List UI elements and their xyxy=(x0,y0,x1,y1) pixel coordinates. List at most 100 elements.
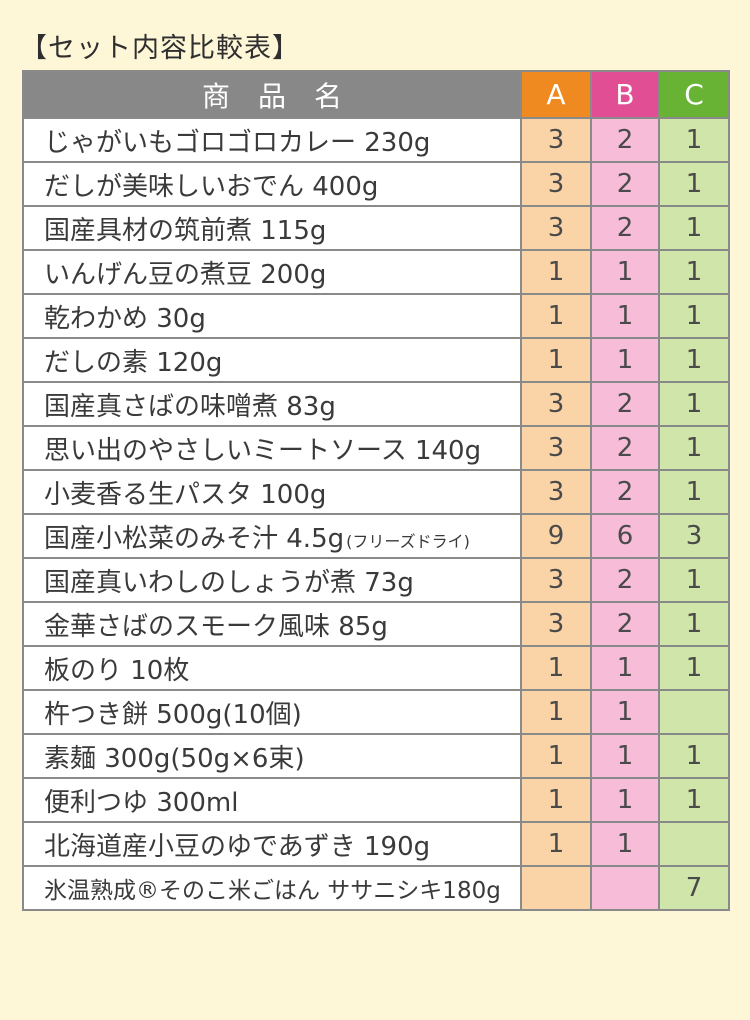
qty-b-cell: 2 xyxy=(590,161,660,207)
comparison-table: 商品名 A B C じゃがいもゴロゴロカレー 230g 3 2 1 だしが美味しいおでん… xyxy=(22,70,730,911)
qty-a-cell: 3 xyxy=(520,205,592,251)
table-row: 北海道産小豆のゆであずき 190g 1 1 xyxy=(22,821,730,867)
table-row: だしの素 120g 1 1 1 xyxy=(22,337,730,383)
qty-b-cell: 2 xyxy=(590,557,660,603)
product-name: 素麺 300g(50g×6束) xyxy=(44,743,305,774)
qty-b-cell: 1 xyxy=(590,249,660,295)
qty-b-cell: 2 xyxy=(590,601,660,647)
table-row: 素麺 300g(50g×6束) 1 1 1 xyxy=(22,733,730,779)
product-name-cell: 板のり 10枚 xyxy=(22,645,522,691)
qty-a-cell: 3 xyxy=(520,381,592,427)
qty-b-cell: 2 xyxy=(590,425,660,471)
qty-b-cell: 1 xyxy=(590,733,660,779)
table-row: だしが美味しいおでん 400g 3 2 1 xyxy=(22,161,730,207)
qty-a-cell: 3 xyxy=(520,557,592,603)
product-name: 乾わかめ 30g xyxy=(44,303,206,334)
qty-b-cell: 2 xyxy=(590,381,660,427)
qty-a-cell: 1 xyxy=(520,689,592,735)
page-title: 【セット内容比較表】 xyxy=(20,33,300,64)
table-row: 国産真さばの味噌煮 83g 3 2 1 xyxy=(22,381,730,427)
qty-c-cell: 1 xyxy=(658,293,730,339)
qty-b-cell: 1 xyxy=(590,689,660,735)
table-row: いんげん豆の煮豆 200g 1 1 1 xyxy=(22,249,730,295)
qty-c-cell: 1 xyxy=(658,601,730,647)
table-row: じゃがいもゴロゴロカレー 230g 3 2 1 xyxy=(22,117,730,163)
product-name: 小麦香る生パスタ 100g xyxy=(44,479,327,510)
product-name: 便利つゆ 300ml xyxy=(44,787,239,818)
qty-c-cell: 1 xyxy=(658,425,730,471)
qty-a-cell: 1 xyxy=(520,777,592,823)
product-name: 国産真いわしのしょうが煮 73g xyxy=(44,567,414,598)
table-row: 氷温熟成®そのこ米ごはん ササニシキ180g 7 xyxy=(22,865,730,911)
qty-b-cell: 1 xyxy=(590,293,660,339)
product-name-cell: 小麦香る生パスタ 100g xyxy=(22,469,522,515)
qty-c-cell: 1 xyxy=(658,381,730,427)
product-name-cell: 国産具材の筑前煮 115g xyxy=(22,205,522,251)
qty-c-cell: 1 xyxy=(658,645,730,691)
product-name-cell: じゃがいもゴロゴロカレー 230g xyxy=(22,117,522,163)
table-row: 便利つゆ 300ml 1 1 1 xyxy=(22,777,730,823)
qty-a-cell: 1 xyxy=(520,645,592,691)
qty-a-cell: 9 xyxy=(520,513,592,559)
qty-a-cell xyxy=(520,865,592,911)
product-name-cell: だしが美味しいおでん 400g xyxy=(22,161,522,207)
header-set-c: C xyxy=(658,70,730,119)
qty-c-cell: 1 xyxy=(658,249,730,295)
product-name: 杵つき餅 500g(10個) xyxy=(44,699,302,730)
product-name-cell: 思い出のやさしいミートソース 140g xyxy=(22,425,522,471)
qty-a-cell: 3 xyxy=(520,425,592,471)
header-set-b: B xyxy=(590,70,660,119)
qty-b-cell: 2 xyxy=(590,117,660,163)
qty-a-cell: 1 xyxy=(520,293,592,339)
qty-c-cell: 1 xyxy=(658,117,730,163)
product-note: (フリーズドライ) xyxy=(346,531,470,551)
qty-c-cell xyxy=(658,821,730,867)
table-row: 思い出のやさしいミートソース 140g 3 2 1 xyxy=(22,425,730,471)
product-name-cell: 国産小松菜のみそ汁 4.5g (フリーズドライ) xyxy=(22,513,522,559)
product-name: だしの素 120g xyxy=(44,347,223,378)
qty-a-cell: 1 xyxy=(520,733,592,779)
product-name-cell: 国産真いわしのしょうが煮 73g xyxy=(22,557,522,603)
qty-c-cell xyxy=(658,689,730,735)
product-name: だしが美味しいおでん 400g xyxy=(44,171,379,202)
header-row: 商品名 A B C xyxy=(22,70,730,119)
qty-c-cell: 1 xyxy=(658,733,730,779)
qty-a-cell: 1 xyxy=(520,337,592,383)
qty-b-cell: 1 xyxy=(590,337,660,383)
qty-a-cell: 3 xyxy=(520,469,592,515)
product-name: 氷温熟成®そのこ米ごはん ササニシキ180g xyxy=(44,878,501,904)
product-name: じゃがいもゴロゴロカレー 230g xyxy=(44,127,431,158)
product-name: 国産真さばの味噌煮 83g xyxy=(44,391,336,422)
qty-b-cell: 6 xyxy=(590,513,660,559)
table-row: 国産小松菜のみそ汁 4.5g (フリーズドライ) 9 6 3 xyxy=(22,513,730,559)
product-name-cell: いんげん豆の煮豆 200g xyxy=(22,249,522,295)
table-row: 小麦香る生パスタ 100g 3 2 1 xyxy=(22,469,730,515)
product-name-cell: 杵つき餅 500g(10個) xyxy=(22,689,522,735)
qty-a-cell: 1 xyxy=(520,249,592,295)
product-name: 思い出のやさしいミートソース 140g xyxy=(44,435,482,466)
table-row: 板のり 10枚 1 1 1 xyxy=(22,645,730,691)
qty-c-cell: 1 xyxy=(658,205,730,251)
product-name-cell: 北海道産小豆のゆであずき 190g xyxy=(22,821,522,867)
product-name: 北海道産小豆のゆであずき 190g xyxy=(44,831,431,862)
table-row: 杵つき餅 500g(10個) 1 1 xyxy=(22,689,730,735)
table-row: 金華さばのスモーク風味 85g 3 2 1 xyxy=(22,601,730,647)
qty-c-cell: 1 xyxy=(658,337,730,383)
product-name: いんげん豆の煮豆 200g xyxy=(44,259,327,290)
product-name-cell: 金華さばのスモーク風味 85g xyxy=(22,601,522,647)
table-row: 乾わかめ 30g 1 1 1 xyxy=(22,293,730,339)
qty-c-cell: 1 xyxy=(658,161,730,207)
product-name: 板のり 10枚 xyxy=(44,655,190,686)
header-product-name: 商品名 xyxy=(22,70,522,119)
product-name: 国産具材の筑前煮 115g xyxy=(44,215,327,246)
table-body: じゃがいもゴロゴロカレー 230g 3 2 1 だしが美味しいおでん 400g 3 2 1 国産… xyxy=(22,117,730,911)
qty-c-cell: 1 xyxy=(658,777,730,823)
qty-c-cell: 1 xyxy=(658,557,730,603)
qty-b-cell: 2 xyxy=(590,469,660,515)
qty-c-cell: 7 xyxy=(658,865,730,911)
product-name: 金華さばのスモーク風味 85g xyxy=(44,611,388,642)
product-name-cell: 乾わかめ 30g xyxy=(22,293,522,339)
product-name: 国産小松菜のみそ汁 4.5g xyxy=(44,523,345,554)
header-set-a: A xyxy=(520,70,592,119)
product-name-cell: 氷温熟成®そのこ米ごはん ササニシキ180g xyxy=(22,865,522,911)
